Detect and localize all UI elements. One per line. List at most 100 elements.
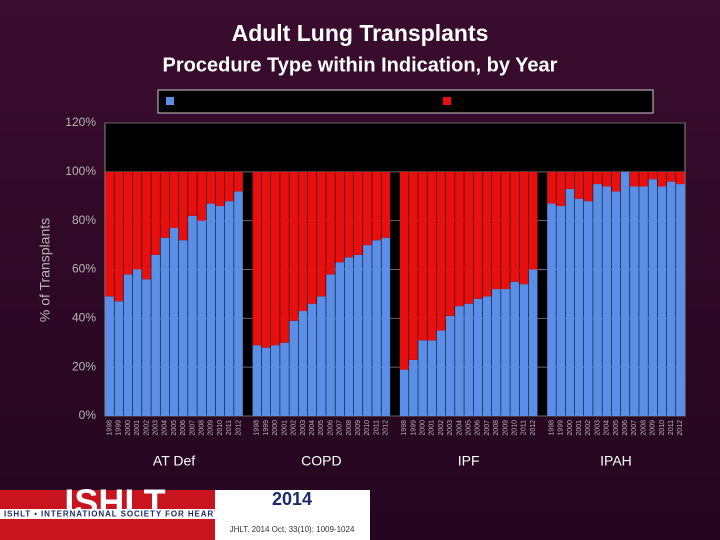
footer: ISHLT ISHLT • INTERNATIONAL SOCIETY FOR …: [0, 482, 370, 540]
bar-segment: [510, 281, 520, 416]
x-tick-label: 2004: [456, 420, 463, 436]
society-name: ISHLT • INTERNATIONAL SOCIETY FOR HEART …: [4, 510, 366, 519]
y-tick-label: 60%: [72, 262, 96, 276]
bar-segment: [473, 298, 483, 416]
bar-segment: [445, 171, 455, 316]
bar-segment: [593, 171, 602, 185]
bar-segment: [491, 289, 501, 416]
x-tick-label: 2001: [429, 420, 436, 436]
bar-segment: [620, 171, 630, 416]
x-tick-label: 2003: [447, 420, 454, 436]
x-tick-label: 2004: [309, 420, 316, 436]
bar-segment: [261, 347, 271, 416]
bar-segment: [261, 171, 271, 348]
bar-segment: [381, 237, 391, 416]
bar-segment: [270, 345, 280, 416]
bar-segment: [427, 340, 437, 416]
bar-segment: [280, 342, 289, 416]
x-tick-label: 2002: [438, 420, 445, 436]
bar-segment: [464, 303, 473, 416]
bar-segment: [224, 171, 234, 202]
x-tick-label: 2012: [677, 420, 684, 436]
bar-segment: [114, 301, 124, 416]
x-tick-label: 2010: [512, 420, 519, 436]
bar-segment: [399, 171, 409, 370]
chart-title: Adult Lung Transplants: [232, 20, 489, 46]
bar-segment: [491, 171, 501, 290]
bar-segment: [666, 171, 676, 182]
x-tick-label: 2000: [419, 420, 426, 436]
bar-segment: [178, 171, 188, 241]
bar-segment: [648, 171, 658, 180]
citation: JHLT. 2014 Oct; 33(10): 1009-1024: [230, 525, 355, 534]
bar-segment: [105, 171, 114, 297]
group-label: COPD: [301, 453, 341, 469]
bar-segment: [224, 201, 234, 416]
y-tick-label: 80%: [72, 213, 96, 227]
bar-segment: [317, 296, 326, 416]
bar-segment: [252, 171, 262, 346]
bar-segment: [547, 203, 556, 416]
bar-segment: [280, 171, 289, 343]
bar-segment: [123, 171, 133, 275]
x-tick-label: 2009: [502, 420, 509, 436]
bar-segment: [501, 289, 510, 416]
bar-segment: [455, 171, 464, 307]
x-tick-label: 2002: [291, 420, 298, 436]
bar-segment: [270, 171, 280, 346]
bar-segment: [602, 171, 612, 187]
bar-segment: [630, 171, 639, 187]
x-tick-label: 2009: [650, 420, 657, 436]
x-tick-label: 2006: [622, 420, 629, 436]
bar-segment: [160, 171, 170, 238]
x-tick-label: 2009: [208, 420, 215, 436]
bar-segment: [298, 171, 308, 312]
x-tick-label: 2006: [180, 420, 187, 436]
x-tick-label: 2005: [171, 420, 178, 436]
bar-segment: [372, 171, 381, 241]
x-tick-label: 2008: [640, 420, 647, 436]
bar-segment: [142, 279, 151, 416]
x-tick-label: 1998: [401, 420, 408, 436]
legend-swatch: [166, 97, 174, 105]
x-tick-label: 1998: [548, 420, 555, 436]
bar-segment: [574, 171, 584, 199]
x-tick-label: 2008: [493, 420, 500, 436]
x-tick-label: 1999: [410, 420, 417, 436]
x-tick-label: 2008: [346, 420, 353, 436]
x-tick-label: 1999: [263, 420, 270, 436]
bar-segment: [519, 171, 529, 285]
bar-segment: [593, 184, 602, 416]
x-tick-label: 2010: [364, 420, 371, 436]
bar-segment: [169, 171, 179, 228]
x-tick-label: 2007: [189, 420, 196, 436]
bar-segment: [482, 296, 492, 416]
bar-segment: [188, 215, 197, 416]
bar-segment: [234, 191, 243, 416]
bar-segment: [289, 171, 299, 321]
legend: [157, 89, 654, 114]
bar-segment: [326, 171, 335, 275]
bar-segment: [436, 330, 446, 416]
bar-segment: [372, 240, 381, 416]
x-tick-label: 2012: [530, 420, 537, 436]
x-tick-label: 2011: [226, 420, 233, 435]
bar-segment: [436, 171, 446, 331]
x-tick-label: 2003: [300, 420, 307, 436]
bar-segment: [132, 171, 142, 270]
bar-segment: [335, 171, 345, 263]
y-tick-label: 0%: [79, 408, 97, 422]
bar-segment: [344, 257, 354, 416]
x-tick-label: 2005: [465, 420, 472, 436]
bar-segment: [298, 311, 308, 416]
bar-segment: [519, 284, 529, 416]
bar-segment: [289, 320, 299, 416]
bar-segment: [215, 171, 225, 207]
x-tick-label: 2001: [134, 420, 141, 436]
x-tick-label: 2008: [199, 420, 206, 436]
x-tick-label: 2007: [631, 420, 638, 436]
bar-segment: [399, 369, 409, 416]
bar-segment: [326, 274, 335, 416]
bar-segment: [657, 186, 667, 416]
